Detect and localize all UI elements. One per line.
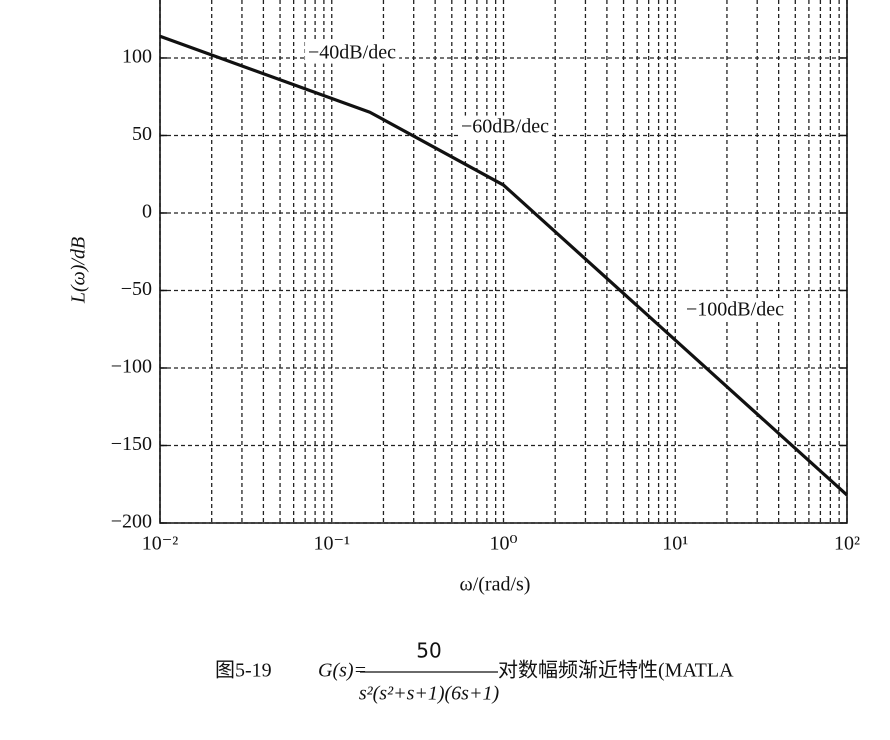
annotation: −60dB/dec — [461, 116, 549, 138]
y-tick-label: −150 — [111, 433, 152, 455]
x-tick-label: 10² — [834, 533, 860, 555]
x-tick-label: 10¹ — [662, 533, 688, 555]
line — [159, 34, 849, 497]
x-tick-label: 10⁰ — [489, 533, 517, 555]
caption-denominator: s²(s²+s+1)(6s+1) — [359, 683, 500, 705]
annotation: −100dB/dec — [686, 299, 784, 321]
axes-frame — [159, 0, 848, 524]
caption-text: 对数幅频渐近特性(MATLA — [498, 659, 734, 682]
x-tick-label: 10⁻¹ — [313, 533, 350, 555]
annotation-background — [458, 115, 553, 138]
y-tick-label: 100 — [122, 46, 152, 68]
y-tick-label: 0 — [142, 201, 152, 223]
y-tick-label: −100 — [111, 356, 152, 378]
x-tick-label: 10⁻² — [142, 533, 179, 555]
y-tick-label: −50 — [121, 278, 152, 300]
caption-numerator: 50 — [416, 639, 441, 663]
y-tick-label: −200 — [111, 511, 152, 533]
y-axis-label: L(ω)/dB — [68, 237, 90, 304]
caption-lhs: G(s)= — [318, 660, 367, 682]
annotation-background — [683, 298, 788, 321]
x-axis-label: ω/(rad/s) — [460, 574, 531, 596]
y-tick-label: 50 — [132, 123, 152, 145]
caption-figure: 图5-19 — [215, 660, 272, 682]
annotation: −40dB/dec — [308, 42, 396, 64]
annotation-background — [305, 41, 400, 64]
